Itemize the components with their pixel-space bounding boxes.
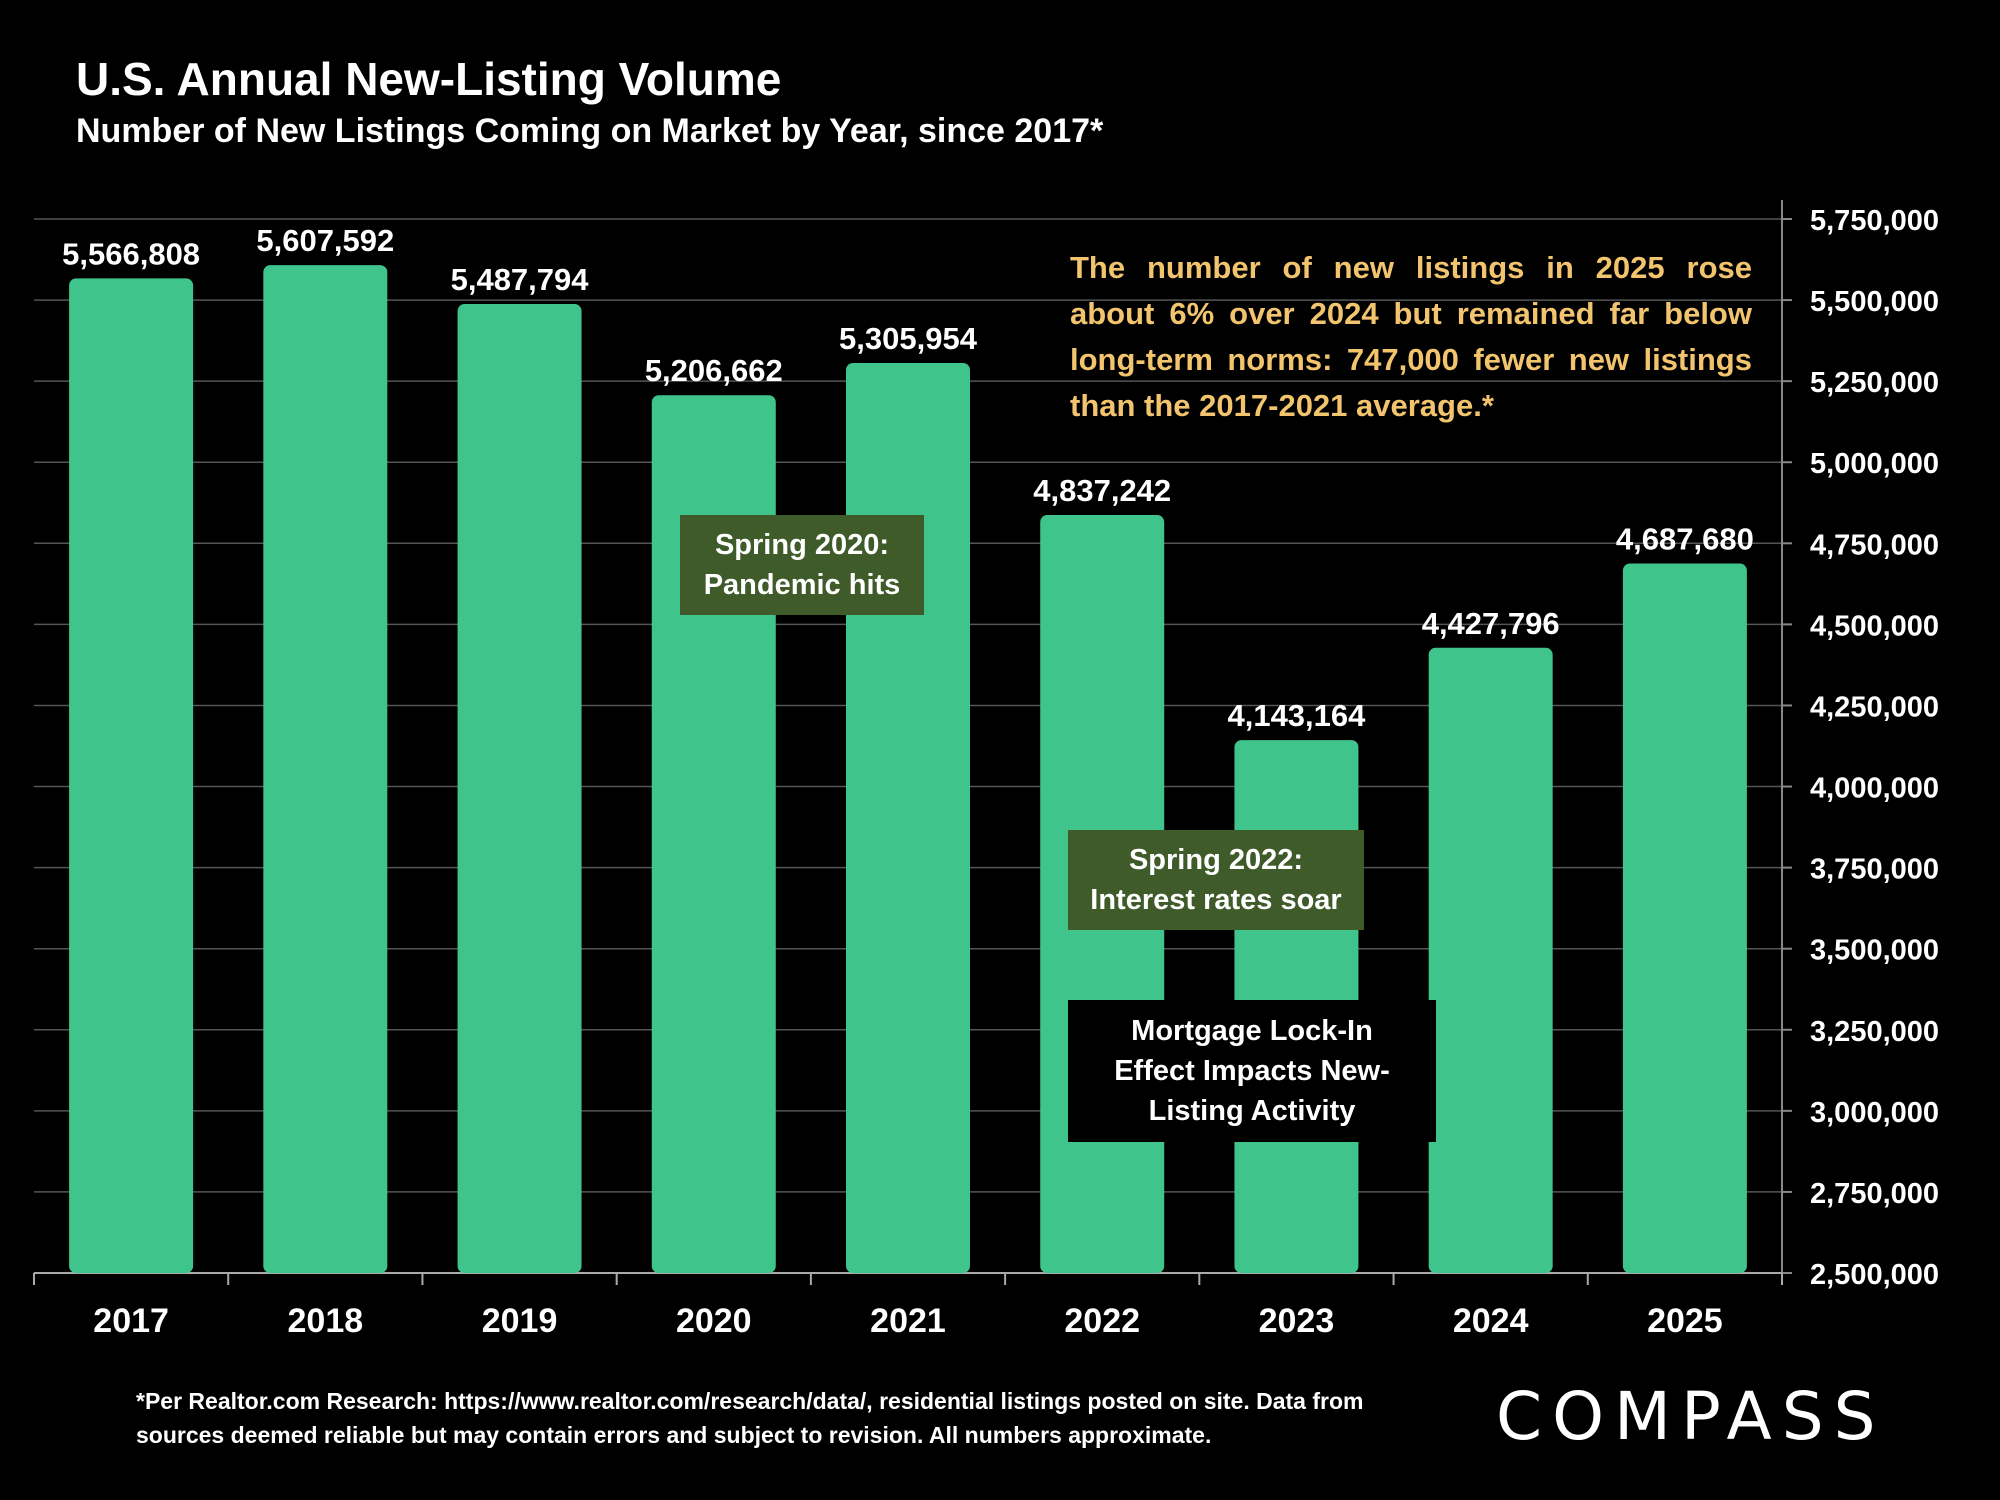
y-tick-label: 3,750,000 [1810,854,1939,886]
data-label: 5,305,954 [839,321,978,356]
x-tick-label: 2019 [482,1302,558,1340]
chart-subtitle: Number of New Listings Coming on Market … [76,112,1104,150]
y-tick-label: 4,500,000 [1810,610,1939,642]
x-tick-label: 2021 [870,1302,946,1340]
y-tick-label: 3,000,000 [1810,1097,1939,1129]
x-tick-label: 2020 [676,1302,752,1340]
annotation-note: The number of new listings in 2025 rose … [1070,250,1752,423]
data-label: 5,487,794 [451,262,590,297]
x-tick-label: 2018 [288,1302,364,1340]
x-tick-label: 2023 [1259,1302,1335,1340]
bar [1622,563,1747,1273]
y-tick-label: 5,250,000 [1810,367,1939,399]
chart-title: U.S. Annual New-Listing Volume [76,53,782,105]
x-tick-label: 2024 [1453,1302,1529,1340]
callout-pandemic: Spring 2020: Pandemic hits [680,515,924,615]
y-tick-label: 4,000,000 [1810,773,1939,805]
callout-lock-in: Mortgage Lock-In Effect Impacts New-List… [1068,1000,1436,1142]
y-tick-label: 5,000,000 [1810,448,1939,480]
data-label: 4,143,164 [1227,698,1366,733]
y-tick-label: 3,500,000 [1810,935,1939,967]
bar [846,363,970,1273]
y-tick-label: 4,250,000 [1810,691,1939,723]
data-label: 5,566,808 [62,236,200,271]
bar [263,265,388,1273]
bar [1428,647,1553,1273]
footnote: *Per Realtor.com Research: https://www.r… [136,1388,1364,1448]
y-tick-label: 3,250,000 [1810,1016,1939,1048]
y-tick-label: 4,750,000 [1810,529,1939,561]
data-label: 5,206,662 [645,353,783,388]
y-tick-label: 5,750,000 [1810,205,1939,237]
data-label: 4,687,680 [1616,522,1754,557]
callout-interest-rates: Spring 2022: Interest rates soar [1068,830,1364,930]
bar [69,278,194,1273]
compass-logo: COMPASS [1496,1378,1886,1455]
x-tick-label: 2025 [1647,1302,1723,1340]
y-tick-label: 5,500,000 [1810,286,1939,318]
x-tick-label: 2017 [93,1302,169,1340]
data-label: 4,427,796 [1422,606,1560,641]
y-tick-label: 2,500,000 [1810,1259,1939,1291]
data-label: 4,837,242 [1033,473,1171,508]
y-tick-label: 2,750,000 [1810,1178,1939,1210]
data-label: 5,607,592 [256,223,394,258]
bar [457,304,582,1274]
bar-chart: 2,500,000 2,750,000 3,000,000 3,250,000 3,50… [33,200,1939,1340]
x-tick-label: 2022 [1064,1302,1140,1340]
